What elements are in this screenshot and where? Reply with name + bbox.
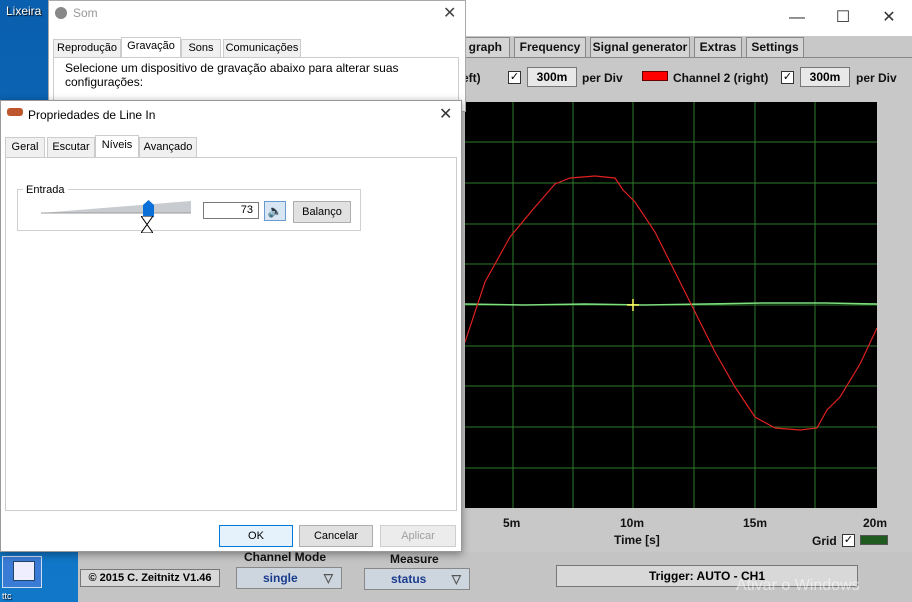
tab-comunicacoes[interactable]: Comunicações	[223, 39, 301, 58]
tab-niveis[interactable]: Níveis	[95, 135, 139, 158]
x-tick-label: 20m	[863, 516, 888, 530]
x-tick-label: 10m	[620, 516, 645, 530]
tab-settings[interactable]: Settings	[746, 37, 804, 58]
ch2-per-div-input[interactable]: 300m	[800, 67, 850, 87]
tab-frequency[interactable]: Frequency	[514, 37, 586, 58]
tab-signal-generator[interactable]: Signal generator	[590, 37, 690, 58]
sound-window-title: Som	[73, 6, 98, 20]
desktop-shortcut-label: ttc	[2, 591, 12, 601]
balance-button[interactable]: Balanço	[293, 201, 351, 223]
close-icon[interactable]: ✕	[443, 5, 457, 22]
tab-reproducao[interactable]: Reprodução	[53, 39, 121, 58]
tab-sons[interactable]: Sons	[181, 39, 221, 58]
copyright-label: © 2015 C. Zeitnitz V1.46	[80, 569, 220, 587]
line-in-icon	[7, 108, 23, 116]
measure-value: status	[391, 572, 427, 586]
tab-geral[interactable]: Geral	[5, 137, 45, 157]
x-axis-label: Time [s]	[614, 533, 660, 547]
line-in-properties-dialog: Propriedades de Line In ✕ Geral Escutar …	[0, 100, 462, 552]
channel1-trace	[464, 302, 878, 306]
channel2-trace	[464, 175, 878, 431]
minimize-icon[interactable]: —	[789, 9, 805, 26]
grid-checkbox[interactable]: ✓	[842, 534, 855, 547]
channel-mode-label: Channel Mode	[244, 550, 327, 564]
speaker-icon	[55, 7, 67, 19]
cancel-button[interactable]: Cancelar	[299, 525, 373, 547]
trigger-status: Trigger: AUTO - CH1	[556, 565, 858, 587]
hourglass-cursor-icon	[140, 215, 154, 234]
x-tick-label: 5m	[503, 516, 521, 530]
apply-button[interactable]: Aplicar	[380, 525, 456, 547]
ch2-color-swatch[interactable]	[642, 71, 668, 81]
close-icon[interactable]: ✕	[882, 9, 896, 26]
chevron-down-icon: ▽	[451, 572, 461, 586]
maximize-icon[interactable]: ☐	[835, 9, 851, 26]
ch1-checkbox[interactable]: ✓	[508, 71, 521, 84]
channel-mode-value: single	[263, 571, 298, 585]
dialog-title: Propriedades de Line In	[28, 108, 156, 122]
levels-tab-panel	[5, 157, 457, 511]
ch2-checkbox[interactable]: ✓	[781, 71, 794, 84]
ch1-per-div-label: per Div	[582, 71, 623, 85]
scope-titlebar: — ☐ ✕	[440, 0, 912, 36]
x-tick-label: 15m	[743, 516, 768, 530]
tab-escutar[interactable]: Escutar	[47, 137, 95, 157]
windows-activation-watermark: Ativar o Windows	[736, 577, 860, 594]
scope-plot-area[interactable]	[464, 102, 878, 508]
chevron-down-icon: ▽	[323, 571, 333, 585]
tab-divider	[440, 57, 912, 58]
tab-avancado[interactable]: Avançado	[139, 137, 197, 157]
level-value-field[interactable]: 73	[203, 202, 259, 219]
recording-instruction: Selecione um dispositivo de gravação aba…	[65, 61, 399, 89]
scope-plot-svg	[464, 102, 878, 508]
grid-label: Grid	[812, 534, 837, 548]
slider-track-icon	[41, 201, 191, 214]
ch1-label: eft)	[462, 71, 481, 85]
ok-button[interactable]: OK	[219, 525, 293, 547]
slider-thumb[interactable]	[143, 200, 154, 217]
close-icon[interactable]: ✕	[439, 106, 453, 123]
input-group-label: Entrada	[23, 184, 68, 196]
tab-extras[interactable]: Extras	[694, 37, 742, 58]
speaker-mute-icon[interactable]: 🔈	[264, 201, 286, 221]
ch2-label: Channel 2 (right)	[673, 71, 769, 85]
sound-tab-panel	[53, 57, 459, 113]
ch1-per-div-input[interactable]: 300m	[527, 67, 577, 87]
recycle-bin-label[interactable]: Lixeira	[6, 4, 42, 18]
input-level-slider[interactable]	[41, 200, 191, 217]
measure-dropdown[interactable]: status ▽	[364, 568, 470, 590]
ch2-per-div-label: per Div	[856, 71, 897, 85]
measure-label: Measure	[390, 552, 439, 566]
trigger-marker-icon	[627, 299, 639, 311]
input-group	[17, 189, 361, 231]
sound-window: Som ✕ Reprodução Gravação Sons Comunicaç…	[48, 0, 466, 113]
channel-mode-dropdown[interactable]: single ▽	[236, 567, 342, 589]
grid-color-swatch[interactable]	[860, 535, 888, 545]
desktop-shortcut-icon[interactable]	[2, 556, 42, 588]
tab-gravacao[interactable]: Gravação	[121, 37, 181, 58]
